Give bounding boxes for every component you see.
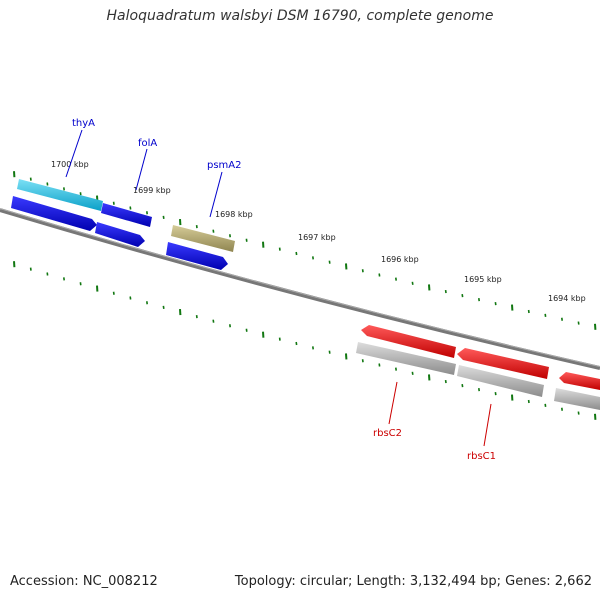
ruler-label: 1696 kbp: [381, 255, 419, 264]
gene-label-rbsC2[interactable]: rbsC2: [373, 428, 402, 439]
callout-line-rbsC2: [388, 381, 398, 425]
gene-thyA[interactable]: [17, 179, 103, 211]
ruler-label: 1698 kbp: [215, 210, 253, 219]
gene-label-thyA[interactable]: thyA: [72, 118, 95, 129]
genome-stats-text: Topology: circular; Length: 3,132,494 bp…: [234, 574, 592, 589]
gene-rbsC2[interactable]: [356, 342, 456, 375]
gene-rbsC1[interactable]: [457, 365, 544, 397]
gene-label-rbsC1[interactable]: rbsC1: [467, 451, 496, 462]
gene-red-1[interactable]: [361, 325, 456, 358]
gene-red-3[interactable]: [559, 372, 600, 390]
gene-gray-3[interactable]: [554, 388, 600, 410]
gene-psmA2[interactable]: [171, 225, 235, 252]
gene-blue-1[interactable]: [11, 196, 97, 231]
genome-backbone: [0, 208, 600, 370]
gene-label-psmA2[interactable]: psmA2: [207, 160, 242, 171]
gene-label-folA[interactable]: folA: [138, 138, 157, 149]
ruler-lower-ticks: [13, 261, 597, 420]
accession-text: Accession: NC_008212: [10, 574, 158, 589]
gene-folA[interactable]: [101, 203, 152, 227]
map-title: Haloquadratum walsbyi DSM 16790, complet…: [106, 8, 494, 24]
callout-line-thyA: [65, 129, 83, 178]
gene-red-2[interactable]: [457, 348, 549, 379]
gene-blue-3[interactable]: [166, 242, 228, 270]
callout-line-folA: [135, 148, 148, 191]
genome-backbone-highlight: [0, 208, 600, 368]
gene-blue-2[interactable]: [95, 222, 145, 247]
ruler-upper-ticks: [13, 171, 597, 330]
callout-line-rbsC1: [483, 403, 492, 447]
ruler-label: 1699 kbp: [133, 186, 171, 195]
ruler-label: 1694 kbp: [548, 294, 586, 303]
callout-line-psmA2: [209, 171, 223, 218]
ruler-label: 1697 kbp: [298, 233, 336, 242]
ruler-label: 1695 kbp: [464, 275, 502, 284]
